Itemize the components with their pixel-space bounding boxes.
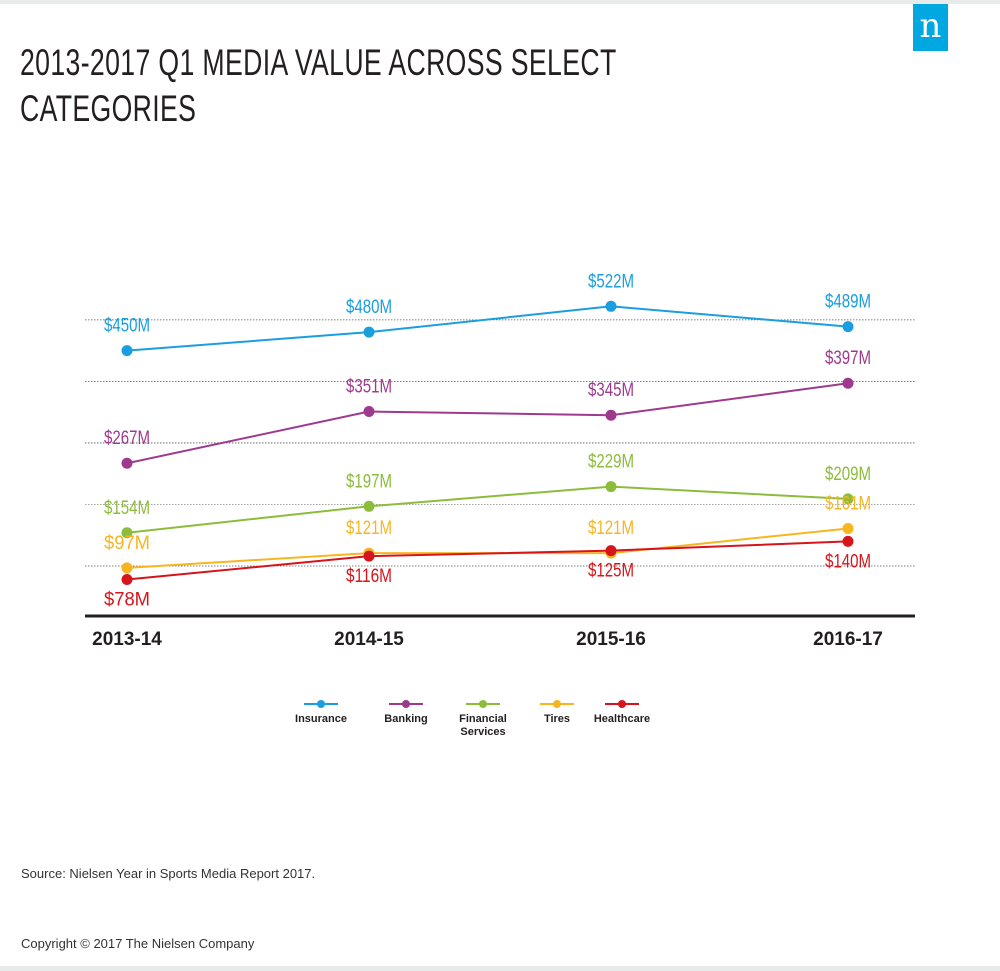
- data-point: [605, 481, 617, 493]
- data-point: [842, 535, 854, 547]
- legend-label: Financial Services: [459, 713, 507, 738]
- series-lines: [121, 300, 854, 586]
- top-border: [0, 0, 1000, 4]
- data-labels: $450M $480M $522M $489M $267M $351M $345M $397M…: [104, 271, 871, 610]
- legend-item: Healthcare: [577, 697, 667, 726]
- data-point: [363, 326, 375, 338]
- data-point: [363, 406, 375, 418]
- data-label: $522M: [588, 271, 634, 292]
- x-tick-labels: 2013-14 2014-15 2015-16 2016-17: [92, 629, 883, 650]
- data-point: [121, 345, 133, 357]
- legend-label: Banking: [384, 713, 428, 725]
- legend-swatch: [389, 697, 423, 711]
- grid-lines: [85, 319, 915, 567]
- series-line: [126, 527, 849, 569]
- data-point: [363, 500, 375, 512]
- data-point: [121, 574, 133, 586]
- legend-label: Tires: [543, 713, 571, 725]
- nielsen-logo: n: [913, 4, 948, 51]
- legend-swatch: [304, 697, 338, 711]
- legend-swatch: [466, 697, 500, 711]
- series-line: [126, 485, 849, 534]
- data-point: [121, 527, 133, 539]
- data-point: [842, 377, 854, 389]
- data-label: $489M: [825, 292, 871, 313]
- data-label: $229M: [588, 452, 634, 473]
- series-line: [126, 540, 849, 581]
- data-label: $209M: [825, 464, 871, 485]
- legend-item: Tires: [512, 697, 602, 726]
- x-tick-label: 2016-17: [813, 629, 883, 650]
- data-label: $161M: [825, 493, 871, 514]
- data-label: $121M: [346, 518, 392, 539]
- x-tick-label: 2014-15: [334, 629, 404, 650]
- data-label: $125M: [588, 561, 634, 582]
- data-label: $78M: [104, 590, 150, 611]
- chart-title: 2013-2017 Q1 MEDIA VALUE ACROSS SELECT C…: [20, 42, 617, 129]
- data-point: [842, 321, 854, 333]
- data-label: $351M: [346, 377, 392, 398]
- bottom-border: [0, 966, 1000, 971]
- series-line: [126, 382, 849, 465]
- data-point: [121, 457, 133, 469]
- data-point: [605, 409, 617, 421]
- data-label: $480M: [346, 297, 392, 318]
- title-container: 2013-2017 Q1 MEDIA VALUE ACROSS SELECT C…: [20, 40, 880, 132]
- data-label: $121M: [588, 518, 634, 539]
- data-label: $140M: [825, 551, 871, 572]
- data-label: $97M: [104, 533, 150, 554]
- data-point: [363, 550, 375, 562]
- legend-swatch: [605, 697, 639, 711]
- data-label: $450M: [104, 316, 150, 337]
- data-point: [121, 562, 133, 574]
- data-label: $345M: [588, 380, 634, 401]
- legend-label: Insurance: [295, 713, 347, 725]
- source-note: Source: Nielsen Year in Sports Media Rep…: [21, 866, 316, 881]
- data-point: [605, 300, 617, 312]
- copyright-note: Copyright © 2017 The Nielsen Company: [21, 936, 255, 951]
- data-point: [605, 545, 617, 557]
- legend-item: Banking: [361, 697, 451, 726]
- x-tick-label: 2013-14: [92, 629, 162, 650]
- data-point: [842, 493, 854, 505]
- legend-item: Financial Services: [438, 697, 528, 739]
- data-label: $397M: [825, 348, 871, 369]
- data-label: $116M: [346, 566, 392, 587]
- data-label: $197M: [346, 471, 392, 492]
- series-line: [126, 305, 849, 352]
- x-tick-label: 2015-16: [576, 629, 646, 650]
- data-point: [842, 522, 854, 534]
- legend-swatch: [540, 697, 574, 711]
- legend-label: Healthcare: [593, 713, 651, 725]
- legend-item: Insurance: [276, 697, 366, 726]
- data-label: $154M: [104, 498, 150, 519]
- data-label: $267M: [104, 428, 150, 449]
